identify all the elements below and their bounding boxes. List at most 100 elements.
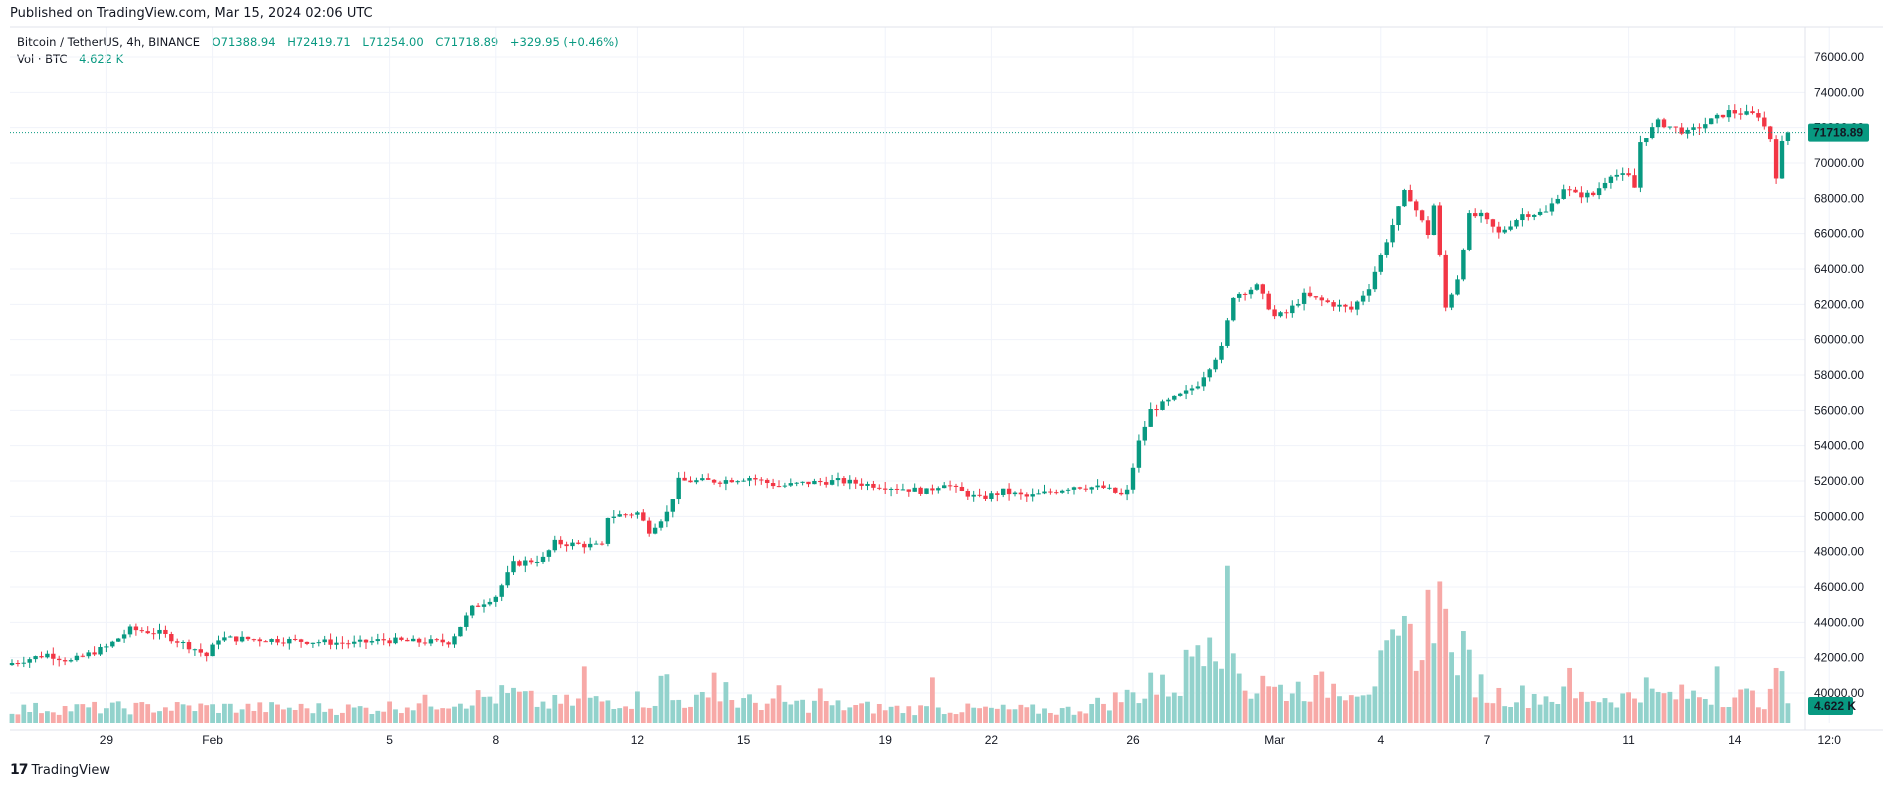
candle-body	[1596, 188, 1602, 196]
volume-bar	[493, 703, 499, 723]
volume-bar	[1378, 650, 1384, 723]
candle-body	[434, 639, 439, 641]
y-tick-label: 54000.00	[1814, 439, 1864, 453]
candle-body	[1142, 426, 1147, 441]
candle-body	[1054, 492, 1059, 494]
volume-bar	[1643, 677, 1649, 723]
volume-bar	[1396, 635, 1401, 723]
candle-body	[1661, 119, 1667, 128]
candle-body	[1071, 487, 1077, 490]
candle-body	[989, 493, 994, 499]
volume-bar	[375, 710, 381, 723]
candle-body	[1219, 345, 1224, 360]
candle-body	[1496, 226, 1501, 233]
volume-bar	[753, 702, 758, 723]
candle-body	[393, 637, 398, 644]
candle-body	[475, 605, 481, 607]
candle-body	[540, 556, 546, 562]
volume-bar	[871, 713, 876, 723]
volume-bar	[1738, 689, 1744, 723]
tradingview-footer[interactable]: 17 TradingView	[10, 762, 110, 778]
candle-body	[1638, 142, 1643, 188]
candle-body	[1703, 124, 1708, 129]
candle-body	[163, 629, 168, 635]
volume-bar	[611, 708, 617, 723]
volume-bar	[717, 701, 723, 723]
last-volume-label: 4.622 K	[1808, 697, 1856, 715]
volume-bar	[1272, 686, 1277, 723]
candle-body	[104, 646, 109, 648]
candle-body	[1124, 489, 1130, 495]
candle-body	[965, 490, 970, 497]
candle-body	[1266, 293, 1271, 310]
volume-bar	[1059, 708, 1065, 723]
volume-bar	[1012, 709, 1018, 723]
legend-symbol[interactable]: Bitcoin / TetherUS, 4h, BINANCE	[17, 35, 200, 49]
last-price-box	[1808, 123, 1869, 142]
volume-bar	[1632, 698, 1637, 723]
candle-body	[216, 640, 221, 645]
candle-body	[175, 641, 180, 643]
candle-body	[1166, 399, 1171, 402]
volume-bar	[1254, 693, 1260, 723]
candle-body	[670, 499, 675, 512]
volume-bar	[511, 687, 516, 723]
candle-body	[1655, 119, 1661, 128]
volume-bar	[1596, 702, 1602, 723]
candle-body	[717, 482, 723, 484]
candle-body	[953, 485, 959, 487]
x-tick-label: 12	[631, 733, 645, 747]
volume-bar	[971, 707, 977, 723]
candle-body	[21, 662, 26, 664]
candle-body	[1478, 212, 1484, 217]
volume-bar	[983, 706, 988, 723]
volume-bar	[1284, 700, 1289, 723]
candle-body	[399, 637, 404, 640]
legend-volume-label[interactable]: Vol · BTC	[17, 52, 68, 66]
candle-body	[1278, 312, 1283, 317]
volume-bar	[1301, 701, 1307, 723]
volume-bar	[1118, 702, 1124, 723]
candle-body	[1018, 492, 1024, 495]
volume-bar	[1750, 690, 1755, 723]
candle-body	[564, 544, 569, 547]
volume-bar	[859, 703, 864, 723]
volume-bar	[1685, 698, 1690, 723]
candle-body	[641, 512, 646, 521]
volume-bar	[1036, 713, 1041, 723]
chart-legend: Bitcoin / TetherUS, 4h, BINANCE O71388.9…	[17, 34, 619, 68]
volume-bar	[935, 707, 941, 723]
volume-bar	[1065, 706, 1071, 723]
candle-body	[1591, 192, 1596, 196]
volume-bar	[912, 715, 918, 723]
candle-body	[711, 479, 717, 483]
volume-bar	[458, 703, 463, 723]
candle-body	[647, 520, 652, 534]
x-tick-label: 5	[386, 733, 393, 747]
candle-body	[464, 615, 469, 627]
volume-bar	[534, 706, 540, 723]
volume-bar	[1461, 631, 1466, 723]
volume-bar	[1555, 703, 1561, 723]
candle-body	[959, 486, 965, 491]
volume-bar	[1496, 687, 1502, 723]
volume-bar	[1101, 703, 1106, 723]
candle-body	[1343, 304, 1348, 307]
volume-bar	[1124, 689, 1130, 723]
legend-high: H72419.71	[287, 35, 351, 49]
price-axis[interactable]: 76000.0074000.0072000.0070000.0068000.00…	[1814, 50, 1864, 700]
candle-body	[1685, 129, 1690, 134]
volume-bar	[581, 666, 587, 723]
volume-bar	[664, 674, 670, 723]
time-axis[interactable]: 29 Feb 5 8 12 15 19 22 26 Mar 4 7 11 14 12:0	[100, 733, 1841, 747]
volume-bar	[1048, 712, 1053, 723]
volume-bar	[570, 705, 575, 723]
volume-bar	[393, 709, 398, 723]
candle-body	[1431, 205, 1437, 236]
volume-bar	[281, 709, 286, 723]
volume-bar	[1148, 672, 1154, 723]
volume-bar	[204, 705, 210, 723]
volume-bar	[145, 704, 151, 723]
candle-body	[676, 477, 681, 500]
